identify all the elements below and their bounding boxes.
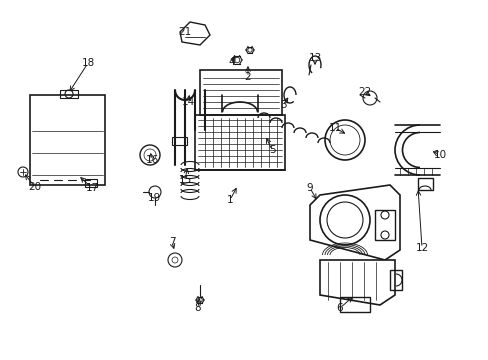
Bar	[389, 270, 401, 290]
Bar	[85, 179, 97, 187]
Bar	[30, 95, 105, 185]
Bar	[339, 297, 369, 312]
Text: 21: 21	[178, 27, 191, 37]
Text: 9: 9	[306, 183, 313, 193]
Bar	[60, 90, 78, 98]
Text: 12: 12	[414, 243, 428, 253]
Text: 20: 20	[28, 182, 41, 192]
Bar	[200, 70, 282, 115]
Text: 2: 2	[244, 72, 251, 82]
Text: 4: 4	[228, 57, 235, 67]
Text: 11: 11	[328, 123, 341, 133]
Bar	[195, 115, 285, 170]
Text: 13: 13	[308, 53, 321, 63]
Text: 1: 1	[226, 195, 233, 205]
Text: 15: 15	[178, 175, 191, 185]
Text: 14: 14	[181, 97, 194, 107]
Text: 3: 3	[279, 100, 286, 110]
Text: 17: 17	[85, 183, 99, 193]
Text: 8: 8	[194, 303, 201, 313]
Bar	[417, 178, 432, 190]
Text: 22: 22	[358, 87, 371, 97]
Text: 18: 18	[81, 58, 95, 68]
Text: 16: 16	[145, 155, 158, 165]
Text: 10: 10	[432, 150, 446, 160]
Bar	[374, 210, 394, 240]
Bar	[172, 137, 186, 145]
Polygon shape	[319, 260, 394, 305]
Text: 7: 7	[168, 237, 175, 247]
Polygon shape	[180, 22, 209, 45]
Text: 5: 5	[268, 145, 275, 155]
Text: 6: 6	[336, 303, 343, 313]
Text: 19: 19	[147, 193, 160, 203]
